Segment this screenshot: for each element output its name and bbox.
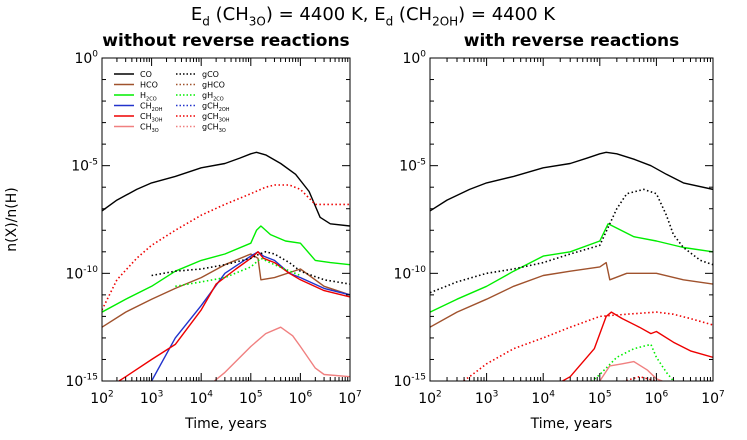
series-line-gch3oh (461, 311, 713, 381)
x-tick-label: 105​ (588, 390, 612, 407)
x-tick-label: 107​ (338, 390, 362, 407)
legend-entry: gCH2OH​ (202, 102, 230, 113)
series-line-gh2co (175, 257, 301, 288)
legend-entry: CH2OH​ (140, 102, 163, 113)
series-line-gch3oh (102, 184, 350, 311)
x-tick-label: 106​ (645, 390, 669, 407)
x-tick-label: 105​ (239, 390, 263, 407)
x-tick-label: 106​ (289, 390, 313, 407)
series-line-ch2oh (150, 251, 350, 381)
series-line-ch3o (599, 360, 665, 381)
legend-entry: H2CO​ (140, 91, 157, 102)
legend-entry: gCH3OH​ (202, 112, 230, 123)
panel-title: without reverse reactions (102, 31, 349, 51)
legend-entry: gCO (202, 70, 219, 79)
y-axis-label: n(X)/n(H) (4, 187, 20, 251)
legend-entry: CH3O​ (140, 123, 159, 134)
series-line-ch3oh (561, 311, 713, 381)
series-line-h2co (430, 223, 713, 313)
x-tick-label: 103​ (140, 390, 164, 407)
legend-entry: gCH3O​ (202, 123, 226, 134)
panel-with-reverse: with reverse reactions 102​ 103​ 104​ 105​ 10… (393, 31, 724, 432)
y-tick-label: 10-5​ (71, 157, 98, 174)
x-tick-label: 104​ (189, 390, 213, 407)
legend-entry: HCO (140, 81, 158, 90)
y-tick-label: 10-5​ (399, 157, 426, 174)
x-tick-label: 102​ (418, 390, 442, 407)
figure-suptitle: Ed​ (CH3O​) = 4400 K, Ed​ (CH2OH​) = 440… (191, 4, 556, 28)
x-tick-label: 102​ (90, 390, 114, 407)
plot-frame (429, 57, 714, 382)
x-axis-label: Time, years (184, 416, 267, 432)
y-tick-label: 10-15​ (65, 373, 98, 390)
x-tick-label: 104​ (531, 390, 555, 407)
y-tick-label: 10-10​ (65, 265, 98, 282)
series-line-co (430, 151, 713, 212)
panel-without-reverse: without reverse reactions 102​ 103​ 104​ 105… (4, 31, 362, 432)
legend-entry: CH3OH​ (140, 112, 163, 123)
series-line-hco (430, 261, 713, 328)
x-axis-label: Time, years (530, 416, 613, 432)
y-tick-label: 10-10​ (393, 265, 426, 282)
y-tick-label: 100​ (402, 50, 426, 67)
series-line-ch3o (213, 326, 350, 381)
y-tick-label: 10-15​ (393, 373, 426, 390)
legend-entry: gHCO (202, 81, 225, 90)
plot-frame (101, 57, 351, 382)
series-line-gch3o (621, 375, 659, 381)
series-line-gh2co (590, 343, 675, 381)
series-line-h2co (102, 225, 350, 313)
legend-entry: gH2CO​ (202, 91, 224, 102)
y-tick-label: 100​ (74, 50, 98, 67)
series-line-co (102, 151, 350, 227)
panel-title: with reverse reactions (464, 31, 679, 51)
legend-entry: CO (140, 70, 152, 79)
x-tick-label: 103​ (475, 390, 499, 407)
series-line-hco (102, 253, 350, 328)
x-tick-label: 107​ (701, 390, 725, 407)
